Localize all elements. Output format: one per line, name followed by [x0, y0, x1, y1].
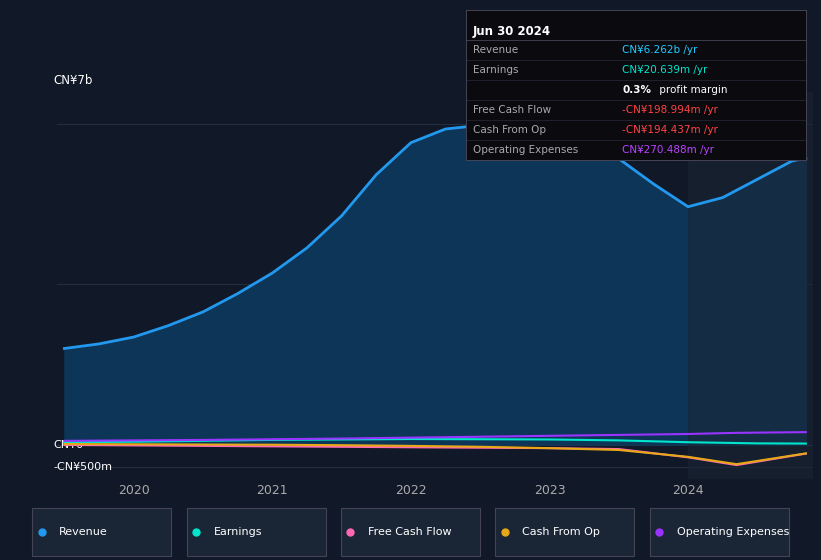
FancyBboxPatch shape [341, 508, 480, 556]
Text: Earnings: Earnings [213, 527, 262, 537]
Text: CN¥20.639m /yr: CN¥20.639m /yr [622, 65, 708, 75]
Text: Revenue: Revenue [473, 45, 518, 55]
Text: -CN¥198.994m /yr: -CN¥198.994m /yr [622, 105, 718, 115]
Text: -CN¥194.437m /yr: -CN¥194.437m /yr [622, 125, 718, 135]
Text: Operating Expenses: Operating Expenses [677, 527, 789, 537]
Text: CN¥0: CN¥0 [53, 440, 84, 450]
Bar [688, 92, 813, 479]
Text: Cash From Op: Cash From Op [473, 125, 546, 135]
Text: Revenue: Revenue [59, 527, 108, 537]
Text: Earnings: Earnings [473, 65, 518, 75]
Text: CN¥6.262b /yr: CN¥6.262b /yr [622, 45, 698, 55]
Text: CN¥270.488m /yr: CN¥270.488m /yr [622, 145, 714, 155]
Text: Cash From Op: Cash From Op [522, 527, 600, 537]
FancyBboxPatch shape [495, 508, 635, 556]
Text: CN¥7b: CN¥7b [53, 73, 93, 87]
FancyBboxPatch shape [186, 508, 326, 556]
Text: Free Cash Flow: Free Cash Flow [473, 105, 551, 115]
Text: Free Cash Flow: Free Cash Flow [368, 527, 452, 537]
Text: -CN¥500m: -CN¥500m [53, 463, 112, 473]
Text: Jun 30 2024: Jun 30 2024 [473, 25, 551, 38]
Text: 0.3%: 0.3% [622, 85, 651, 95]
FancyBboxPatch shape [649, 508, 789, 556]
Text: profit margin: profit margin [657, 85, 728, 95]
Text: Operating Expenses: Operating Expenses [473, 145, 578, 155]
FancyBboxPatch shape [32, 508, 172, 556]
